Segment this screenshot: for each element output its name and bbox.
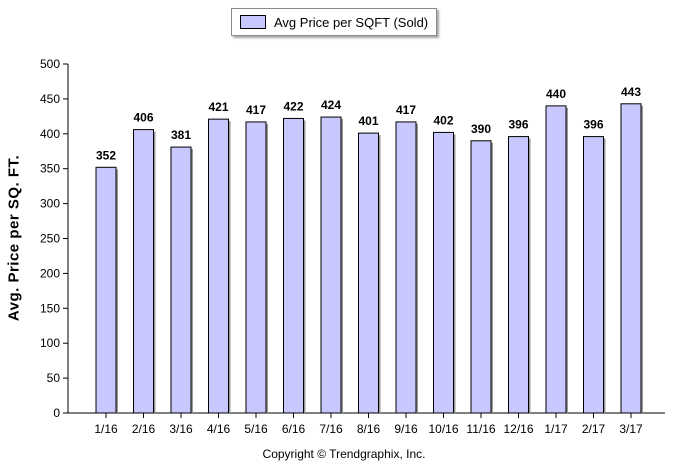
data-label: 401 [358, 114, 378, 128]
x-tick-label: 8/16 [357, 422, 381, 436]
x-tick-label: 4/16 [207, 422, 231, 436]
bar-12/16 [508, 136, 529, 414]
y-tick-label: 200 [40, 266, 60, 280]
y-tick-label: 50 [47, 371, 61, 385]
y-tick-label: 500 [40, 57, 60, 71]
bar-2/16 [133, 129, 154, 414]
legend-swatch [240, 15, 266, 29]
data-label: 390 [471, 122, 491, 136]
data-label: 424 [321, 98, 341, 112]
bar-8/16 [358, 132, 379, 414]
x-tick-label: 3/17 [619, 422, 643, 436]
y-tick-label: 250 [40, 232, 60, 246]
legend-label: Avg Price per SQFT (Sold) [274, 14, 429, 30]
data-label: 396 [583, 118, 603, 132]
x-tick-label: 11/16 [466, 422, 495, 436]
data-label: 421 [208, 100, 228, 114]
x-tick-label: 1/16 [94, 422, 118, 436]
bar-1/16 [95, 166, 117, 414]
data-label: 443 [621, 85, 641, 99]
x-tick-label: 10/16 [428, 422, 458, 436]
bar-5/16 [245, 121, 267, 414]
y-tick-label: 400 [40, 127, 60, 141]
y-tick-label: 150 [40, 301, 60, 315]
x-tick-label: 6/16 [282, 422, 306, 436]
x-tick-label: 1/17 [544, 422, 568, 436]
x-tick-label: 12/16 [503, 422, 533, 436]
legend: Avg Price per SQFT (Sold) [231, 8, 437, 36]
y-tick-label: 450 [40, 92, 60, 106]
data-label: 417 [396, 103, 416, 117]
data-label: 352 [96, 148, 116, 162]
bar-10/16 [433, 131, 454, 414]
x-tick-label: 2/16 [132, 422, 156, 436]
data-label: 396 [508, 118, 528, 132]
y-tick-label: 350 [40, 162, 60, 176]
bar-2/17 [583, 136, 604, 414]
copyright-text: Copyright © Trendgraphix, Inc. [262, 447, 426, 461]
data-label: 402 [433, 113, 453, 127]
x-tick-label: 3/16 [169, 422, 193, 436]
x-tick-label: 7/16 [319, 422, 343, 436]
bar-7/16 [320, 116, 342, 414]
x-tick-label: 9/16 [394, 422, 418, 436]
data-label: 422 [283, 99, 303, 113]
x-tick-label: 2/17 [582, 422, 606, 436]
bar-3/17 [620, 103, 642, 414]
data-label: 440 [546, 87, 566, 101]
bar-6/16 [283, 117, 304, 414]
bar-1/17 [545, 105, 567, 414]
bar-4/16 [208, 118, 229, 414]
y-tick-label: 0 [53, 406, 60, 420]
bar-11/16 [470, 140, 492, 414]
data-label: 381 [171, 128, 191, 142]
data-label: 406 [133, 111, 153, 125]
bar-9/16 [395, 121, 417, 414]
y-tick-label: 100 [40, 336, 60, 350]
bar-3/16 [170, 146, 192, 414]
data-label: 417 [246, 103, 266, 117]
y-tick-label: 300 [40, 197, 60, 211]
x-tick-label: 5/16 [244, 422, 268, 436]
